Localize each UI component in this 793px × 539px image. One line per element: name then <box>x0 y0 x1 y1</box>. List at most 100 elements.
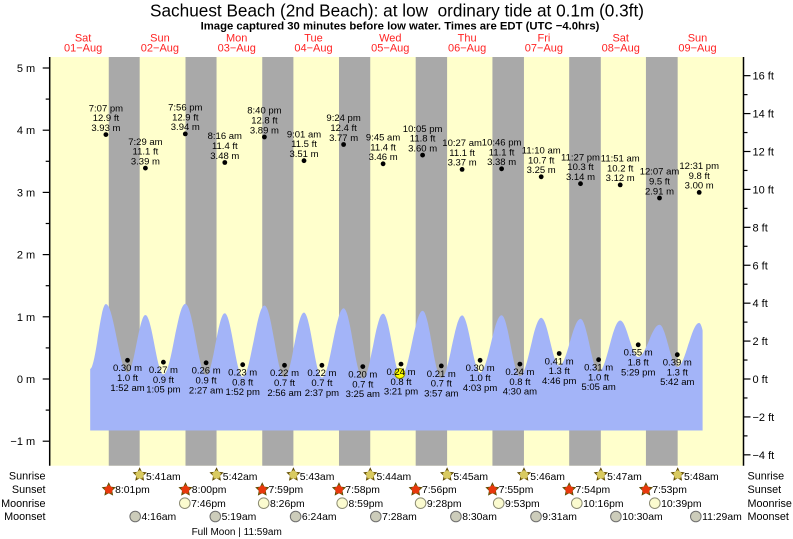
svg-text:0.8 ft: 0.8 ft <box>232 377 253 388</box>
svg-text:8:59pm: 8:59pm <box>349 499 384 510</box>
svg-text:Moonset: Moonset <box>4 511 45 523</box>
svg-text:9.8 ft: 9.8 ft <box>689 171 710 182</box>
svg-text:0.22 m: 0.22 m <box>307 368 336 379</box>
svg-text:8:40 pm: 8:40 pm <box>247 106 281 117</box>
svg-text:0.8 ft: 0.8 ft <box>390 377 411 388</box>
svg-text:1.0 ft: 1.0 ft <box>117 373 138 384</box>
svg-text:1.8 ft: 1.8 ft <box>628 358 649 369</box>
svg-text:5:05 am: 5:05 am <box>581 382 615 393</box>
svg-text:7:46pm: 7:46pm <box>191 499 226 510</box>
svg-text:0.31 m: 0.31 m <box>584 363 613 374</box>
svg-text:5:42am: 5:42am <box>223 472 258 483</box>
svg-text:8:30am: 8:30am <box>462 512 497 523</box>
svg-text:0.24 m: 0.24 m <box>505 367 534 378</box>
svg-text:06−Aug: 06−Aug <box>448 43 486 55</box>
svg-text:4:03 pm: 4:03 pm <box>463 383 497 394</box>
svg-text:5:43am: 5:43am <box>300 472 335 483</box>
svg-text:8:26pm: 8:26pm <box>270 499 305 510</box>
svg-text:10:39pm: 10:39pm <box>661 499 701 510</box>
svg-text:11:10 am: 11:10 am <box>522 146 561 157</box>
svg-text:10:05 pm: 10:05 pm <box>403 124 443 135</box>
svg-text:Wed: Wed <box>379 33 401 45</box>
svg-text:0.30 m: 0.30 m <box>466 363 495 374</box>
svg-text:Sunrise: Sunrise <box>748 471 785 483</box>
svg-text:3.46 m: 3.46 m <box>369 152 398 163</box>
svg-text:3.60 m: 3.60 m <box>408 143 437 154</box>
svg-text:0.9 ft: 0.9 ft <box>153 375 174 386</box>
svg-text:11.1 ft: 11.1 ft <box>489 147 515 158</box>
svg-text:10:27 am: 10:27 am <box>442 138 482 149</box>
svg-text:Sunset: Sunset <box>12 484 46 496</box>
svg-text:3.37 m: 3.37 m <box>448 158 477 169</box>
svg-text:0.55 m: 0.55 m <box>624 348 653 359</box>
svg-text:09−Aug: 09−Aug <box>678 43 716 55</box>
svg-text:2.91 m: 2.91 m <box>645 186 674 197</box>
svg-text:−4 ft: −4 ft <box>753 450 775 462</box>
svg-text:16 ft: 16 ft <box>753 71 774 83</box>
svg-text:9:45 am: 9:45 am <box>366 133 400 144</box>
svg-text:2:56 am: 2:56 am <box>267 388 301 399</box>
svg-text:12.9 ft: 12.9 ft <box>93 113 120 124</box>
svg-text:7:59pm: 7:59pm <box>269 485 304 496</box>
svg-text:07−Aug: 07−Aug <box>525 43 563 55</box>
svg-text:08−Aug: 08−Aug <box>602 43 640 55</box>
svg-text:11:51 am: 11:51 am <box>601 154 640 165</box>
svg-text:11.1 ft: 11.1 ft <box>449 148 475 159</box>
svg-text:0 ft: 0 ft <box>753 374 768 386</box>
svg-text:2 m: 2 m <box>17 250 35 262</box>
svg-text:5:19am: 5:19am <box>222 512 257 523</box>
svg-text:11:27 pm: 11:27 pm <box>561 152 600 163</box>
svg-text:11.5 ft: 11.5 ft <box>291 139 317 150</box>
svg-text:8 ft: 8 ft <box>753 222 768 234</box>
svg-text:5:46am: 5:46am <box>530 472 565 483</box>
svg-text:10:46 pm: 10:46 pm <box>482 138 522 149</box>
svg-text:0.26 m: 0.26 m <box>192 366 221 377</box>
svg-text:Sat: Sat <box>75 33 92 45</box>
svg-text:Thu: Thu <box>458 33 477 45</box>
svg-text:0.9 ft: 0.9 ft <box>196 376 217 387</box>
svg-text:0.30 m: 0.30 m <box>113 363 142 374</box>
svg-text:3:21 pm: 3:21 pm <box>384 387 418 398</box>
svg-text:Moonrise: Moonrise <box>1 498 45 510</box>
svg-text:0.7 ft: 0.7 ft <box>431 379 452 390</box>
svg-text:0.39 m: 0.39 m <box>663 358 692 369</box>
svg-text:5:48am: 5:48am <box>684 472 719 483</box>
svg-text:5:47am: 5:47am <box>607 472 642 483</box>
svg-text:10:16pm: 10:16pm <box>583 499 623 510</box>
svg-text:10.7 ft: 10.7 ft <box>528 155 555 166</box>
svg-text:1.0 ft: 1.0 ft <box>588 372 609 383</box>
svg-text:−2 ft: −2 ft <box>753 412 775 424</box>
svg-text:Full Moon | 11:59am: Full Moon | 11:59am <box>192 527 282 538</box>
svg-text:3.14 m: 3.14 m <box>566 172 595 183</box>
svg-text:12.8 ft: 12.8 ft <box>251 116 278 127</box>
svg-text:4:46 pm: 4:46 pm <box>542 376 576 387</box>
svg-text:Tue: Tue <box>304 33 323 45</box>
svg-text:2:37 pm: 2:37 pm <box>305 388 339 399</box>
svg-text:7:56 pm: 7:56 pm <box>168 103 202 114</box>
svg-text:7:56pm: 7:56pm <box>422 485 457 496</box>
svg-text:1.3 ft: 1.3 ft <box>549 366 570 377</box>
svg-text:3.25 m: 3.25 m <box>527 165 556 176</box>
svg-text:9.5 ft: 9.5 ft <box>649 177 670 188</box>
svg-text:10:30am: 10:30am <box>622 512 662 523</box>
svg-text:0.8 ft: 0.8 ft <box>509 377 530 388</box>
svg-text:11:29am: 11:29am <box>702 512 742 523</box>
svg-text:0.20 m: 0.20 m <box>348 370 377 381</box>
svg-text:3:57 am: 3:57 am <box>424 388 458 399</box>
svg-text:1.0 ft: 1.0 ft <box>470 373 491 384</box>
svg-text:9:24 pm: 9:24 pm <box>326 113 360 124</box>
svg-text:9:31am: 9:31am <box>542 512 577 523</box>
svg-text:1.3 ft: 1.3 ft <box>667 367 688 378</box>
svg-text:14 ft: 14 ft <box>753 109 774 121</box>
svg-text:10.3 ft: 10.3 ft <box>567 162 594 173</box>
svg-text:01−Aug: 01−Aug <box>64 43 102 55</box>
svg-text:0.21 m: 0.21 m <box>427 369 456 380</box>
svg-text:5:44am: 5:44am <box>377 472 412 483</box>
svg-text:9:53pm: 9:53pm <box>505 499 540 510</box>
svg-text:1:52 pm: 1:52 pm <box>226 387 260 398</box>
svg-text:3.94 m: 3.94 m <box>171 122 200 133</box>
svg-text:03−Aug: 03−Aug <box>218 43 256 55</box>
svg-text:12.4 ft: 12.4 ft <box>330 123 357 134</box>
svg-text:Sunset: Sunset <box>748 484 782 496</box>
svg-text:3.39 m: 3.39 m <box>131 156 160 167</box>
